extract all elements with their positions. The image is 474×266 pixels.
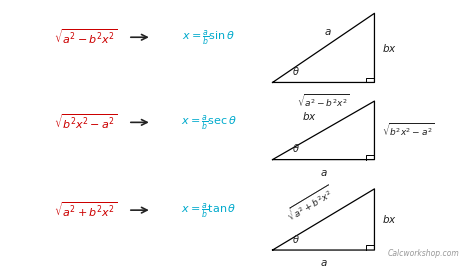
Text: $x = \frac{a}{b}\sec\theta$: $x = \frac{a}{b}\sec\theta$	[181, 113, 237, 132]
Text: $\sqrt{a^2 - b^2x^2}$: $\sqrt{a^2 - b^2x^2}$	[297, 93, 350, 110]
Text: $\sqrt{a^2 - b^2x^2}$: $\sqrt{a^2 - b^2x^2}$	[54, 28, 117, 46]
Text: $\sqrt{b^2x^2 - a^2}$: $\sqrt{b^2x^2 - a^2}$	[382, 122, 434, 139]
Text: $\theta$: $\theta$	[292, 142, 299, 154]
Text: $bx$: $bx$	[301, 110, 316, 122]
Text: $\theta$: $\theta$	[292, 65, 299, 77]
Text: $\sqrt{b^2x^2 - a^2}$: $\sqrt{b^2x^2 - a^2}$	[54, 113, 117, 131]
Text: $a$: $a$	[324, 27, 332, 37]
Text: $\sqrt{a^2 + b^2x^2}$: $\sqrt{a^2 + b^2x^2}$	[283, 183, 337, 225]
Text: $\theta$: $\theta$	[292, 233, 299, 245]
Text: $bx$: $bx$	[382, 42, 396, 54]
Text: Calcworkshop.com: Calcworkshop.com	[388, 249, 460, 258]
Text: $x = \frac{a}{b}\tan\theta$: $x = \frac{a}{b}\tan\theta$	[181, 201, 237, 219]
Text: $a$: $a$	[319, 258, 328, 266]
Text: $a$: $a$	[319, 168, 328, 178]
Text: $x = \frac{a}{b}\sin\theta$: $x = \frac{a}{b}\sin\theta$	[182, 28, 235, 47]
Text: $\sqrt{a^2 + b^2x^2}$: $\sqrt{a^2 + b^2x^2}$	[54, 201, 117, 219]
Text: $bx$: $bx$	[382, 213, 396, 226]
